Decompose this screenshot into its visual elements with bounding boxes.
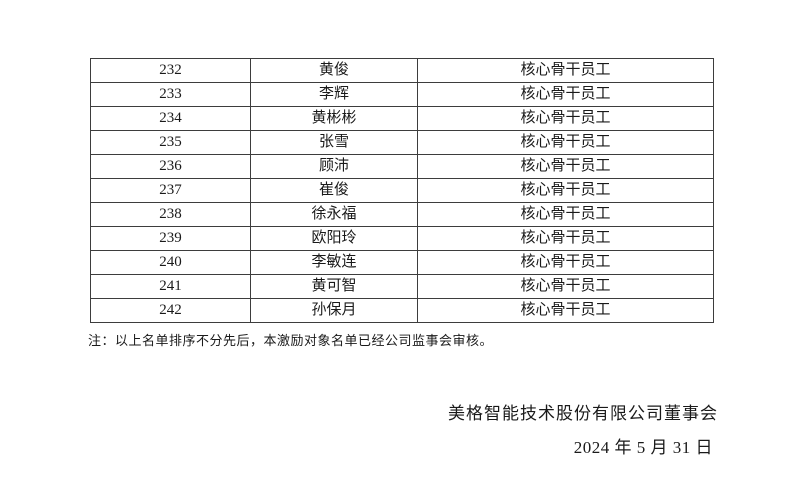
cell-category: 核心骨干员工 <box>417 298 714 323</box>
cell-number: 241 <box>90 274 251 299</box>
cell-number: 232 <box>90 58 251 83</box>
cell-number: 235 <box>90 130 251 155</box>
table-row: 242 孙保月 核心骨干员工 <box>90 298 714 323</box>
cell-category: 核心骨干员工 <box>417 250 714 275</box>
cell-name: 黄可智 <box>250 274 418 299</box>
table-row: 232 黄俊 核心骨干员工 <box>90 58 714 83</box>
cell-name: 李敏连 <box>250 250 418 275</box>
cell-category: 核心骨干员工 <box>417 58 714 83</box>
table-row: 237 崔俊 核心骨干员工 <box>90 178 714 203</box>
roster-table: 232 黄俊 核心骨干员工 233 李辉 核心骨干员工 234 黄彬彬 核心骨干员工 235 张雪核… <box>90 58 714 323</box>
cell-name: 张雪 <box>250 130 418 155</box>
cell-category: 核心骨干员工 <box>417 130 714 155</box>
date-line: 2024 年 5 月 31 日 <box>573 438 713 457</box>
cell-number: 237 <box>90 178 251 203</box>
cell-name: 顾沛 <box>250 154 418 179</box>
cell-number: 242 <box>90 298 251 323</box>
cell-number: 239 <box>90 226 251 251</box>
roster-table-body: 232 黄俊 核心骨干员工 233 李辉 核心骨干员工 234 黄彬彬 核心骨干员工 235 张雪核… <box>90 58 714 323</box>
cell-category: 核心骨干员工 <box>417 178 714 203</box>
cell-number: 240 <box>90 250 251 275</box>
table-row: 235 张雪 核心骨干员工 <box>90 130 714 155</box>
cell-number: 233 <box>90 82 251 107</box>
table-row: 239 欧阳玲 核心骨干员工 <box>90 226 714 251</box>
table-row: 240 李敏连 核心骨干员工 <box>90 250 714 275</box>
note-text: 注：以上名单排序不分先后，本激励对象名单已经公司监事会审核。 <box>88 333 494 348</box>
table-row: 238 徐永福 核心骨干员工 <box>90 202 714 227</box>
table-row: 234 黄彬彬 核心骨干员工 <box>90 106 714 131</box>
table-row: 233 李辉 核心骨干员工 <box>90 82 714 107</box>
cell-number: 236 <box>90 154 251 179</box>
table-row: 236 顾沛 核心骨干员工 <box>90 154 714 179</box>
cell-name: 孙保月 <box>250 298 418 323</box>
cell-category: 核心骨干员工 <box>417 154 714 179</box>
cell-category: 核心骨干员工 <box>417 274 714 299</box>
cell-category: 核心骨干员工 <box>417 106 714 131</box>
table-row: 241 黄可智 核心骨干员工 <box>90 274 714 299</box>
signature-line: 美格智能技术股份有限公司董事会 <box>448 404 718 423</box>
cell-name: 崔俊 <box>250 178 418 203</box>
cell-category: 核心骨干员工 <box>417 226 714 251</box>
cell-name: 黄俊 <box>250 58 418 83</box>
cell-name: 黄彬彬 <box>250 106 418 131</box>
cell-number: 238 <box>90 202 251 227</box>
cell-category: 核心骨干员工 <box>417 82 714 107</box>
cell-name: 欧阳玲 <box>250 226 418 251</box>
cell-number: 234 <box>90 106 251 131</box>
cell-name: 徐永福 <box>250 202 418 227</box>
cell-name: 李辉 <box>250 82 418 107</box>
cell-category: 核心骨干员工 <box>417 202 714 227</box>
